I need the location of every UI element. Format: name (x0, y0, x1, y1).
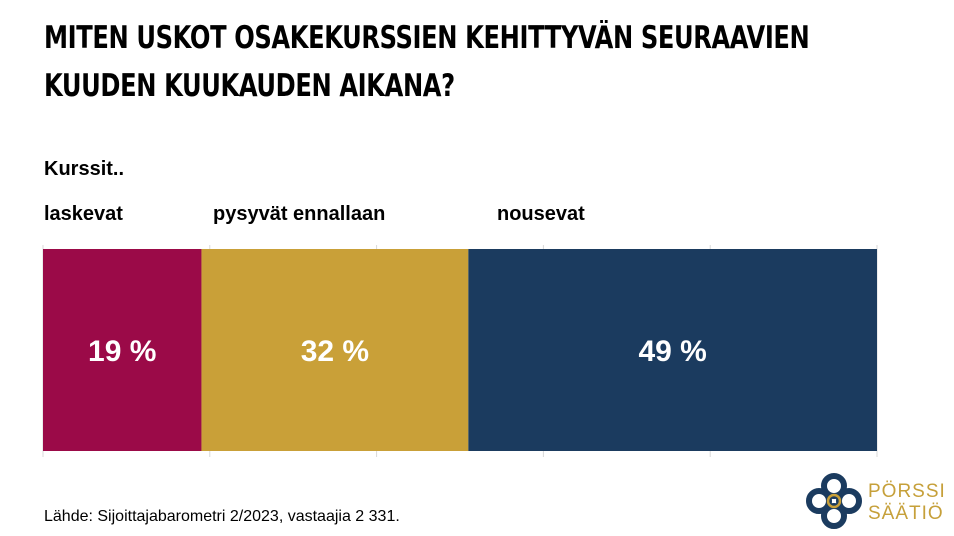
data-label-3: 49 % (638, 335, 706, 368)
legend-label-laskevat: laskevat (44, 203, 123, 225)
page-title: MITEN USKOT OSAKEKURSSIEN KEHITTYVÄN SEU… (44, 20, 810, 104)
bar-segment-1 (43, 249, 202, 451)
chart-subtitle: Kurssit.. (44, 158, 125, 180)
knot-logo-icon (806, 473, 862, 529)
logo-text-porssi: PÖRSSI (868, 481, 946, 502)
porssisaatio-logo: PÖRSSI SÄÄTIÖ (804, 470, 954, 536)
logo-text-saatio: SÄÄTIÖ (868, 503, 944, 524)
legend-label-nousevat: nousevat (497, 203, 585, 225)
bar-segment-2 (201, 249, 469, 451)
legend-label-pysyvat: pysyvät ennallaan (213, 203, 386, 225)
data-label-2: 32 % (301, 335, 369, 368)
bar-segment-3 (468, 249, 877, 451)
data-label-1: 19 % (88, 335, 156, 368)
source-note: Lähde: Sijoittajabarometri 2/2023, vasta… (44, 508, 400, 525)
